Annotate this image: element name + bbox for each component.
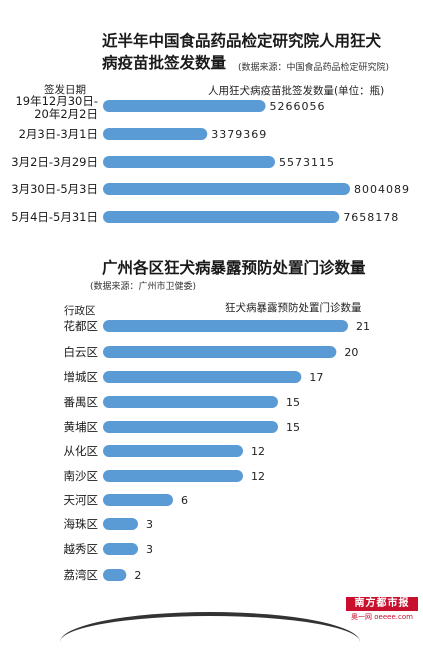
newspaper-site: 奥一网 oeeee.com <box>351 613 413 621</box>
chart1-source: (数据来源：中国食品药品检定研究院) <box>238 63 390 73</box>
chart2-category-label: 黄埔区 <box>64 420 99 434</box>
chart1-category-label: 3月30日-5月3日 <box>11 182 98 196</box>
chart2-bar <box>103 494 173 506</box>
chart1-value-label: 7658178 <box>343 211 399 224</box>
chart1-value-label: 5573115 <box>279 156 335 169</box>
chart1-bar <box>103 211 340 223</box>
chart2-bar <box>103 320 348 332</box>
chart1-category-label: 3月2日-3月29日 <box>11 155 98 169</box>
chart2-category-label: 增城区 <box>64 370 99 384</box>
chart1-title-line2: 病疫苗批签发数量 <box>102 54 227 72</box>
chart1-value-label: 5266056 <box>270 100 326 113</box>
chart1-category-label: 19年12月30日- <box>15 94 98 108</box>
chart2-bar <box>103 396 278 408</box>
chart2-category-label: 海珠区 <box>64 517 99 531</box>
infographic: 近半年中国食品药品检定研究院人用狂犬 病疫苗批签发数量 (数据来源：中国食品药品… <box>11 32 418 621</box>
chart2-category-label: 荔湾区 <box>64 568 99 582</box>
chart2-bar <box>103 346 337 358</box>
chart2-series-label: 狂犬病暴露预防处置门诊数量 <box>225 302 362 314</box>
chart2-bar <box>103 445 243 457</box>
chart2-bar <box>103 371 302 383</box>
chart2-category-label: 番禺区 <box>64 395 99 409</box>
chart1-bar <box>103 183 350 195</box>
chart2-bar <box>103 421 278 433</box>
chart2-source: (数据来源：广州市卫健委) <box>90 282 197 292</box>
chart2-category-label: 从化区 <box>64 444 99 458</box>
chart2-category-header: 行政区 <box>64 305 96 317</box>
chart2-value-label: 2 <box>134 569 141 582</box>
chart1-value-label: 3379369 <box>211 128 267 141</box>
chart2-value-label: 3 <box>146 518 153 531</box>
chart2-value-label: 21 <box>356 320 370 333</box>
decorative-arc <box>60 612 360 672</box>
chart2-bar <box>103 569 127 581</box>
chart1-value-label: 8004089 <box>354 183 410 196</box>
chart1-title-line1: 近半年中国食品药品检定研究院人用狂犬 <box>102 32 382 50</box>
chart2-value-label: 17 <box>309 371 323 384</box>
chart2-plot: 21 花都区 20 白云区 17 增城区 15 番禺区 15 黄埔区 12 从化区 12 南沙区 6 天河区 3… <box>64 319 371 582</box>
chart1-plot: 5266056 19年12月30日-20年2月2日 3379369 2月3日-3月1日… <box>11 94 410 224</box>
chart2-value-label: 12 <box>251 470 265 483</box>
chart2-value-label: 6 <box>181 494 188 507</box>
chart2-category-label: 花都区 <box>64 319 99 333</box>
chart2-value-label: 15 <box>286 396 300 409</box>
chart2-bar <box>103 470 243 482</box>
chart1-category-label: 2月3日-3月1日 <box>19 127 98 141</box>
chart2-title: 广州各区狂犬病暴露预防处置门诊数量 <box>102 259 366 277</box>
chart2-category-label: 越秀区 <box>64 542 99 556</box>
chart1-bar <box>103 100 266 112</box>
chart1-bar <box>103 128 208 140</box>
chart1-series-label: 人用狂犬病疫苗批签发数量(单位：瓶) <box>208 85 385 97</box>
chart2-bar <box>103 518 138 530</box>
chart1-category-header: 签发日期 <box>44 84 86 96</box>
chart2-category-label: 天河区 <box>64 493 99 507</box>
chart1-category-label: 5月4日-5月31日 <box>11 210 98 224</box>
newspaper-logo: 南方都市报 <box>346 597 418 611</box>
chart2-category-label: 白云区 <box>64 345 99 359</box>
chart1-category-label: 20年2月2日 <box>34 107 98 121</box>
chart2-category-label: 南沙区 <box>64 469 99 483</box>
chart1-bar <box>103 156 275 168</box>
chart2-value-label: 20 <box>344 346 358 359</box>
chart2-bar <box>103 543 138 555</box>
chart2-value-label: 12 <box>251 445 265 458</box>
chart2-value-label: 3 <box>146 543 153 556</box>
chart2-value-label: 15 <box>286 421 300 434</box>
